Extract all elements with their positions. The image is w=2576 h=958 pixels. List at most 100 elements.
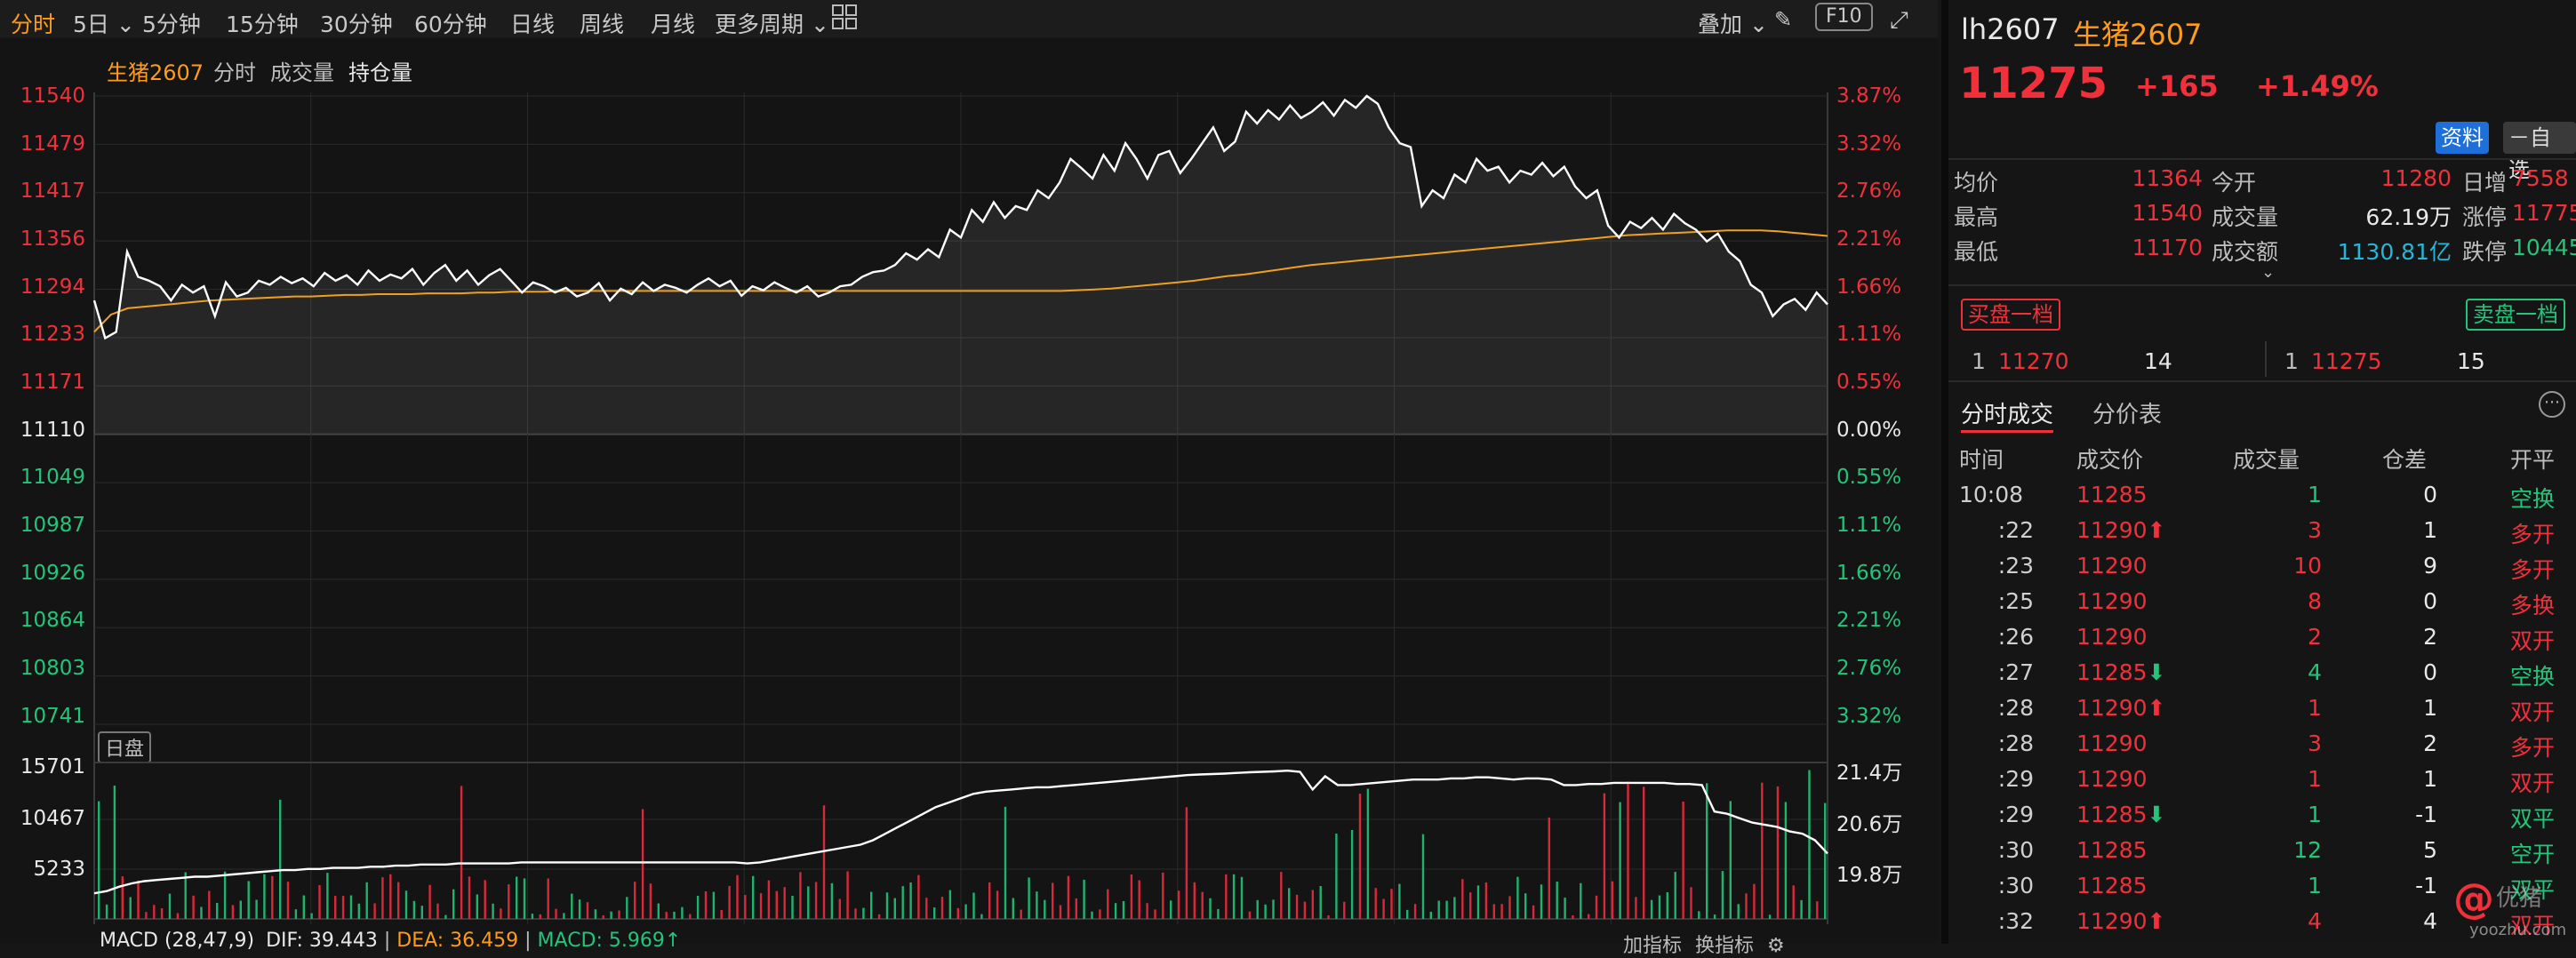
period-tab-intraday[interactable]: 分时 bbox=[11, 12, 56, 37]
period-tab-30min[interactable]: 30分钟 bbox=[320, 12, 393, 37]
trade-price: 11285⬇ bbox=[2076, 659, 2166, 685]
stat-label: 日增 bbox=[2462, 170, 2508, 196]
volume-bar bbox=[933, 907, 936, 919]
fullscreen-icon[interactable]: ⤢ bbox=[1890, 7, 1908, 34]
volume-bar bbox=[1437, 900, 1440, 919]
trade-volume: 3 bbox=[2308, 517, 2322, 543]
period-tab-daily[interactable]: 日线 bbox=[510, 12, 556, 37]
trade-row: :30 11285 12 5 空开 bbox=[1948, 837, 2576, 873]
bid-qty: 14 bbox=[2144, 348, 2172, 374]
overlay-dropdown[interactable]: 叠加 ⌄ bbox=[1698, 12, 1768, 37]
trade-time: :28 bbox=[1997, 695, 2034, 721]
volume-bar bbox=[1177, 890, 1180, 919]
trade-oi-change: 5 bbox=[2423, 837, 2437, 863]
active-tab-underline bbox=[1961, 430, 2053, 433]
trade-open-close: 双开 bbox=[2510, 628, 2556, 654]
more-periods-dropdown[interactable]: 更多周期 ⌄ bbox=[715, 12, 829, 37]
panel-divider bbox=[1941, 0, 1948, 944]
volume-bar bbox=[1800, 899, 1803, 919]
trade-time: :28 bbox=[1997, 730, 2034, 756]
stat-value: 11364 bbox=[2132, 165, 2203, 191]
volume-bar bbox=[1020, 909, 1022, 919]
stat-value: 11775 bbox=[2512, 200, 2576, 226]
volume-tick: 10467 bbox=[20, 807, 85, 830]
trade-row: :25 11290 8 0 多换 bbox=[1948, 588, 2576, 624]
volume-bar bbox=[1067, 875, 1070, 919]
period-tab-5min[interactable]: 5分钟 bbox=[142, 12, 201, 37]
volume-bar bbox=[822, 805, 826, 919]
more-options-icon[interactable]: ⋯ bbox=[2539, 391, 2565, 418]
ask-level1-button[interactable]: 卖盘一档 bbox=[2466, 299, 2565, 331]
trade-row: :28 11290 3 2 多开 bbox=[1948, 730, 2576, 766]
volume-bar bbox=[673, 911, 676, 919]
trade-volume: 1 bbox=[2308, 766, 2322, 792]
volume-bar bbox=[168, 893, 172, 919]
trade-open-close: 双开 bbox=[2510, 913, 2556, 938]
period-tab-15min[interactable]: 15分钟 bbox=[226, 12, 299, 37]
volume-tick: 5233 bbox=[33, 858, 85, 881]
volume-bar bbox=[641, 809, 644, 919]
volume-bar bbox=[744, 895, 747, 919]
volume-bar bbox=[239, 900, 242, 919]
tab-price-table[interactable]: 分价表 bbox=[2092, 402, 2163, 428]
period-tab-weekly[interactable]: 周线 bbox=[580, 12, 625, 37]
volume-bar bbox=[381, 877, 384, 919]
volume-bar bbox=[1524, 893, 1527, 919]
arrow-up-icon: ⬆ bbox=[2147, 695, 2166, 721]
expand-chevron-icon[interactable]: ⌄ bbox=[2261, 263, 2276, 282]
tab-tick-trades[interactable]: 分时成交 bbox=[1961, 402, 2054, 428]
stat-label: 涨停 bbox=[2462, 204, 2508, 230]
price-tick: 10741 bbox=[20, 705, 85, 728]
trade-price: 11290⬆ bbox=[2076, 695, 2166, 721]
chart-tab-intraday[interactable]: 分时 bbox=[213, 60, 256, 85]
trade-open-close: 多开 bbox=[2510, 522, 2556, 547]
grid-layout-icon[interactable] bbox=[831, 4, 858, 30]
average-price-line bbox=[93, 229, 1828, 333]
volume-bar bbox=[1674, 872, 1676, 919]
period-tab-60min[interactable]: 60分钟 bbox=[414, 12, 487, 37]
pct-tick: 2.76% bbox=[1836, 657, 1902, 680]
volume-bars bbox=[98, 770, 1827, 919]
volume-bar bbox=[192, 895, 195, 919]
volume-bar bbox=[681, 906, 684, 919]
volume-bar bbox=[665, 912, 668, 919]
volume-bar bbox=[1461, 879, 1464, 919]
volume-bar bbox=[1492, 904, 1495, 919]
volume-bar bbox=[618, 910, 620, 919]
volume-bar bbox=[1044, 899, 1046, 919]
pct-change: +1.49% bbox=[2256, 69, 2379, 103]
volume-bar bbox=[373, 903, 376, 919]
bid-level1-button[interactable]: 买盘一档 bbox=[1961, 299, 2060, 331]
trade-time: :32 bbox=[1997, 908, 2034, 934]
chart-tab-volume[interactable]: 成交量 bbox=[270, 60, 334, 85]
volume-bar bbox=[113, 786, 116, 919]
add-watchlist-button[interactable]: －自选 bbox=[2503, 122, 2576, 182]
pct-tick: 2.21% bbox=[1836, 609, 1902, 632]
volume-bar bbox=[1484, 882, 1488, 919]
trade-time: :25 bbox=[1997, 588, 2034, 614]
trade-time: :23 bbox=[1997, 553, 2034, 579]
volume-bar bbox=[523, 878, 526, 919]
arrow-down-icon: ⬇ bbox=[2147, 802, 2166, 827]
volume-bar bbox=[428, 884, 431, 919]
period-tab-5day[interactable]: 5日 ⌄ bbox=[73, 12, 135, 37]
pct-tick: 1.66% bbox=[1836, 275, 1902, 299]
trade-volume: 1 bbox=[2308, 873, 2322, 898]
volume-bar bbox=[444, 914, 447, 919]
divider bbox=[1948, 380, 2576, 382]
trade-row: :29 11290 1 1 双开 bbox=[1948, 766, 2576, 802]
price-tick: 11171 bbox=[20, 371, 85, 394]
volume-bar bbox=[492, 903, 494, 919]
volume-bar bbox=[814, 882, 818, 919]
info-button[interactable]: 资料 bbox=[2436, 122, 2489, 154]
chart-tab-open-interest[interactable]: 持仓量 bbox=[348, 60, 412, 85]
period-tab-monthly[interactable]: 月线 bbox=[651, 12, 696, 37]
volume-bar bbox=[105, 904, 108, 919]
f10-button[interactable]: F10 bbox=[1815, 3, 1873, 31]
volume-bar bbox=[216, 903, 219, 919]
volume-bar bbox=[1824, 802, 1827, 919]
volume-bar bbox=[121, 876, 124, 919]
stat-label: 均价 bbox=[1954, 170, 1999, 196]
draw-pen-icon[interactable]: ✎ bbox=[1774, 7, 1793, 32]
trade-row: 10:08 11285 1 0 空换 bbox=[1948, 482, 2576, 517]
